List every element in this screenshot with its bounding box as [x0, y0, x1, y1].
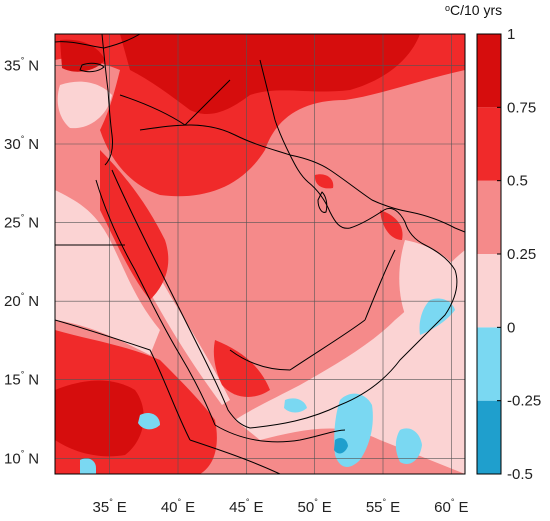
- gulf-aden-south-coastline: [214, 424, 346, 443]
- colorbar-band-2: [477, 254, 501, 328]
- oman-coast-light-zone: [399, 240, 462, 322]
- colorbar-tick-label-4: 0: [507, 319, 515, 336]
- north-hot-core: [120, 34, 420, 115]
- horn-hot-core: [55, 380, 144, 457]
- map-frame: [54, 33, 466, 475]
- lon-label-35: 35° E: [93, 497, 127, 516]
- yemen-saudi-border: [229, 319, 366, 371]
- colorbar-tick-label-6: -0.5: [507, 466, 533, 483]
- colorbar-tick-label-1: 0.75: [507, 99, 536, 116]
- colorbar-band-3: [477, 180, 501, 254]
- longitude-tick-labels: 35° E 40° E 45° E 50° E 55° E 60° E: [93, 497, 469, 516]
- colorbar-band-5: [477, 34, 501, 108]
- qatar-outline: [317, 191, 328, 213]
- cyprus-outline: [79, 62, 105, 73]
- latitude-tick-labels: 35° N 30° N 25° N 20° N 15° N 10° N: [4, 55, 39, 467]
- colorbar-tick-labels: 1 0.75 0.5 0.25 0 -0.25 -0.5: [497, 26, 541, 483]
- colorbar-tick-label-3: 0.25: [507, 246, 536, 263]
- lat-label-10: 10° N: [4, 448, 39, 467]
- arabia-north-border: [139, 124, 291, 156]
- map-panel: [54, 33, 466, 475]
- somalia-cold-core: [334, 438, 348, 454]
- lon-label-60: 60° E: [434, 497, 468, 516]
- colorbar-unit-superscript: o: [445, 3, 450, 13]
- lat-label-15: 15° N: [4, 370, 39, 389]
- east-mediterranean-light-zone: [57, 81, 112, 129]
- somalia-border: [189, 439, 281, 474]
- arabian-sea-light-zone: [235, 250, 465, 474]
- iraq-syria-border: [119, 79, 231, 126]
- arabian-sea-cool-patch: [395, 428, 422, 465]
- gulf-north-coastline: [289, 154, 465, 233]
- yemen-south-coastline: [249, 269, 458, 429]
- west-desert-hot-zone: [100, 150, 169, 300]
- lon-label-40: 40° E: [161, 497, 195, 516]
- lat-label-35: 35° N: [4, 55, 39, 74]
- red-sea-east-coastline: [111, 169, 251, 429]
- horn-cool-patch: [138, 413, 160, 430]
- yemen-hot-zone: [213, 340, 270, 397]
- lat-label-30: 30° N: [4, 134, 39, 153]
- oman-hot-patch: [380, 210, 403, 240]
- colorbar-band-4: [477, 107, 501, 181]
- djibouti-cool-patch: [80, 458, 96, 474]
- coastlines-and-borders: [55, 34, 465, 474]
- lon-label-50: 50° E: [298, 497, 332, 516]
- colorbar-tick-label-2: 0.5: [507, 173, 528, 190]
- colorbar-band-1: [477, 327, 501, 401]
- lat-label-20: 20° N: [4, 291, 39, 310]
- colorbar-bands: [477, 34, 501, 474]
- west-sea-light-zone: [55, 190, 160, 355]
- oman-coast-cool-patch: [419, 298, 455, 335]
- oman-east-coastline: [383, 207, 456, 271]
- map-gridlines: [55, 34, 465, 474]
- gulf-aden-cool-patch: [284, 398, 307, 413]
- colorbar-unit-text: C/10 yrs: [450, 2, 502, 18]
- gulf-hot-patch: [314, 174, 334, 189]
- levant-coastline: [101, 34, 113, 166]
- colorbar: oC/10 yrs 1 0.75 0.5 0.25 0 -0.25 -0.5: [445, 2, 541, 483]
- lon-label-45: 45° E: [229, 497, 263, 516]
- lon-label-55: 55° E: [366, 497, 400, 516]
- lat-label-25: 25° N: [4, 213, 39, 232]
- colorbar-band-0: [477, 400, 501, 474]
- colorbar-tick-label-0: 1: [507, 26, 515, 43]
- turkey-south-coast: [55, 34, 141, 49]
- oman-saudi-border: [364, 249, 396, 321]
- trend-shading: [55, 34, 465, 474]
- red-sea-west-coastline: [95, 179, 216, 426]
- colorbar-unit-label: oC/10 yrs: [445, 2, 502, 18]
- iran-iraq-border: [259, 59, 291, 156]
- gulf-south-coastline: [289, 154, 385, 229]
- colorbar-tick-label-5: -0.25: [507, 393, 541, 410]
- sudan-ethiopia-border: [55, 319, 191, 441]
